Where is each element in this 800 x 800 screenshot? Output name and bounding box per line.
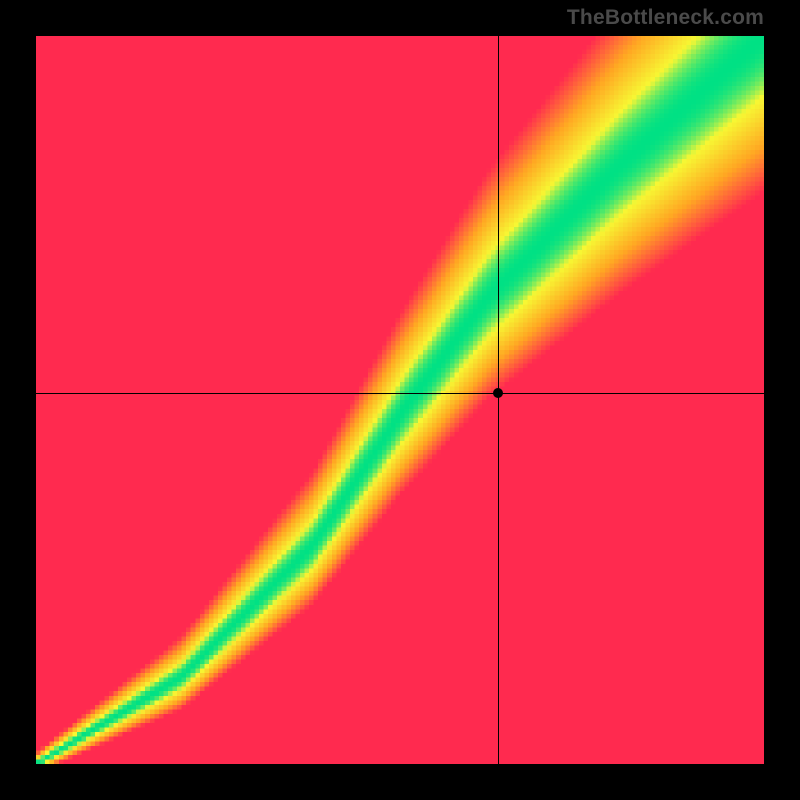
crosshair-vertical [498,36,499,764]
heatmap-canvas [36,36,764,764]
crosshair-horizontal [36,393,764,394]
heatmap-plot [36,36,764,764]
crosshair-marker [493,388,503,398]
watermark-text: TheBottleneck.com [567,6,764,30]
